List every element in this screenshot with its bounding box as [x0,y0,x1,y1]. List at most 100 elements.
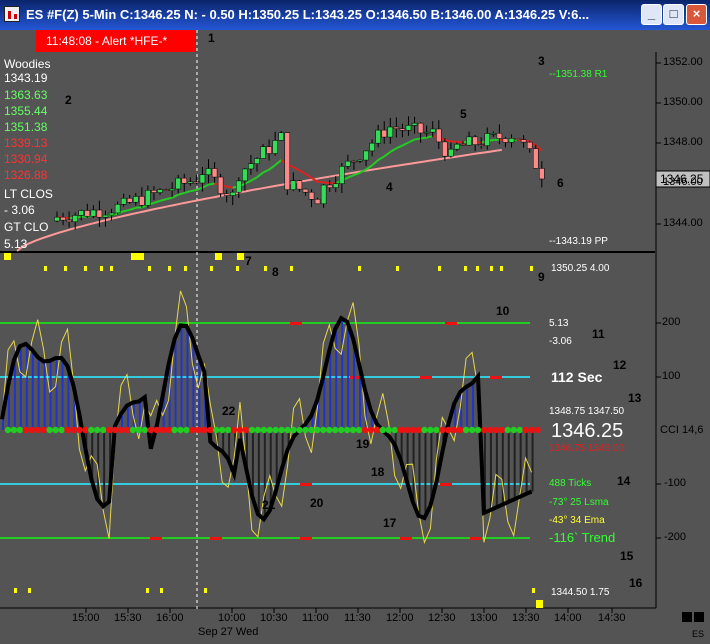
zero-dot [28,426,35,434]
close-button[interactable]: × [686,4,707,25]
turbo-cci-line [1,290,533,545]
zero-dot [433,426,440,434]
histogram-bar [335,328,338,430]
candle-body [205,168,212,175]
histogram-bar [323,376,326,430]
candle-body [90,209,97,217]
ema-segment [268,164,276,171]
zero-dot [498,426,506,434]
zero-dot [320,426,327,434]
ema-line [56,135,543,220]
zero-dot [117,426,125,434]
histogram-bar [281,430,284,470]
candle-body [460,143,466,146]
zero-dot [445,426,452,434]
histogram-bar [186,326,189,430]
callout-number: 21 [262,498,276,512]
zero-dot [40,426,47,434]
histogram-bar [180,325,183,430]
time-axis-label: 10:30 [260,612,288,624]
level-dash [490,376,502,379]
candle-body [526,141,533,149]
price-axis-ticks [656,62,661,225]
zero-dot [290,426,297,434]
callout-number: 12 [613,358,627,372]
zero-dot [76,426,83,434]
minimize-button[interactable]: _ [641,4,662,25]
candle-body [145,190,151,206]
small-marker [438,266,441,271]
histogram-bar [103,430,106,507]
histogram-bar [317,399,320,430]
histogram-bar [287,430,290,450]
woodies-value: 1351.38 [4,120,48,134]
zero-dot [427,426,434,434]
symbol-label: ES [692,629,705,639]
alert-banner[interactable]: 11:48:08 - Alert *HFE-* [36,30,196,52]
zero-dot [22,426,30,434]
ema-segment [250,176,258,182]
zero-dot [457,426,464,434]
candle-body [314,199,321,205]
candle-body [351,160,357,163]
histogram-bar [364,389,367,430]
candle-body [357,159,363,162]
woodies-title: Woodies [4,57,51,71]
histogram-bar [501,430,504,505]
small-marker [500,266,503,271]
candle-body [211,168,218,178]
callout-number: 10 [496,304,510,318]
zero-dot [248,426,256,434]
time-axis-label: 16:00 [156,612,184,624]
histogram-bar [495,430,498,508]
zero-dot [385,426,392,434]
histogram-bar [251,430,254,496]
zero-dot [82,426,89,434]
candle-body [308,191,315,200]
cci-axis-ticks [656,322,661,539]
zero-dot [355,426,363,434]
bid-ask-label: 1346.75 1346.00 [549,443,625,454]
candle-body [260,146,266,159]
time-axis-label: 15:30 [114,612,142,624]
callout-number: 11 [592,327,605,341]
time-axis-label: 10:00 [218,612,246,624]
zero-dot [343,426,351,434]
histogram-bar [174,338,177,430]
candle-body [157,189,163,193]
histogram-bar [525,430,528,495]
hilo-label: 1348.75 1347.50 [549,406,625,417]
candle-body [248,163,254,170]
candle-body [369,142,375,152]
candle-body [102,214,109,218]
ema-segment [262,168,270,174]
ema-segment [208,182,215,186]
zero-dot [266,426,273,434]
candle-body [139,196,145,206]
small-marker [358,266,361,271]
gt-close-label: GT CLO [4,220,49,234]
candle-body [472,136,478,145]
ema-segment [202,183,209,189]
callout-number: 18 [371,465,385,479]
callout-number: 2 [65,93,72,107]
zero-dot [183,426,190,434]
histogram-bar [400,430,403,460]
ema-segment [389,147,397,153]
candle-body [72,215,78,222]
maximize-button[interactable]: □ [663,4,684,25]
time-axis-label: 11:00 [302,612,329,624]
callout-number: 7 [245,254,252,268]
candle-body [375,129,381,144]
zero-dot [522,426,529,434]
histogram-bar [311,415,314,430]
zero-dot [10,426,18,434]
zero-dot [171,426,178,434]
histogram-bar [341,318,344,430]
candle-body [387,126,394,138]
cci-indicator-label: CCI 14,6 [660,424,704,436]
histogram-bar [257,430,260,515]
zero-dot [379,426,387,434]
histogram-bar [228,430,231,459]
